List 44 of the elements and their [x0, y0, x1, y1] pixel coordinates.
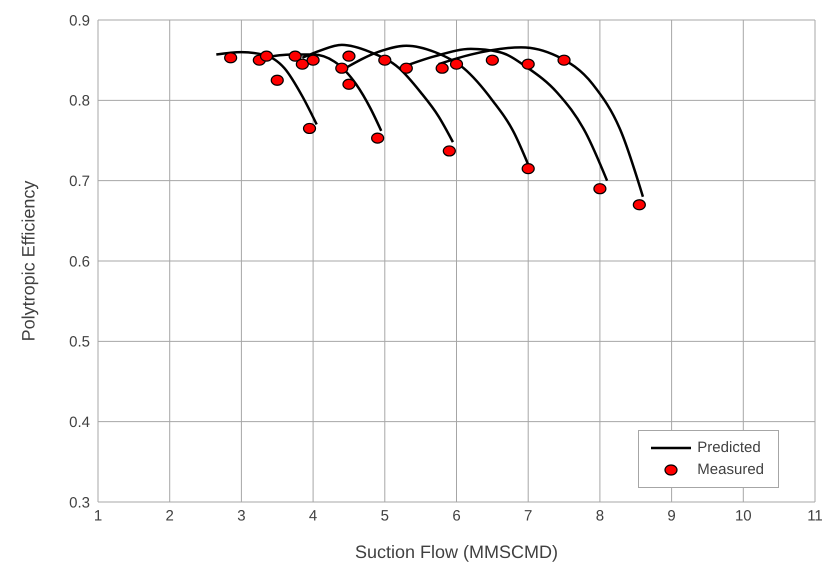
y-tick-label: 0.4 — [69, 414, 90, 431]
y-tick-label: 0.8 — [69, 92, 90, 110]
point — [296, 58, 309, 70]
point — [288, 50, 302, 62]
point — [486, 54, 499, 66]
point — [342, 50, 356, 62]
point — [450, 58, 464, 70]
legend-label: Predicted — [697, 438, 761, 458]
point — [306, 54, 320, 66]
point — [335, 62, 348, 74]
y-tick-label: 0.6 — [69, 253, 90, 270]
x-axis-title: Suction Flow (MMSCMD) — [354, 542, 558, 562]
point — [342, 78, 356, 90]
point — [260, 50, 274, 62]
point — [224, 52, 238, 64]
point — [557, 54, 571, 66]
point — [378, 54, 392, 66]
y-tick-label: 0.3 — [69, 494, 90, 512]
y-tick-label: 0.5 — [69, 334, 90, 351]
point — [270, 74, 284, 86]
point — [371, 132, 384, 144]
x-tick-label: 8 — [596, 508, 604, 525]
x-tick-label: 7 — [524, 508, 532, 525]
point — [593, 183, 606, 194]
x-tick-label: 9 — [667, 508, 676, 525]
legend-label: Measured — [697, 460, 764, 480]
x-tick-label: 11 — [807, 508, 823, 525]
point — [436, 62, 449, 74]
x-tick-label: 10 — [734, 508, 752, 525]
x-tick-label: 6 — [452, 508, 461, 525]
x-tick-label: 4 — [308, 508, 318, 525]
point — [522, 58, 535, 70]
point — [442, 145, 456, 157]
point — [522, 163, 535, 174]
point — [632, 199, 646, 210]
x-tick-label: 1 — [94, 508, 102, 525]
point — [302, 122, 316, 134]
x-tick-label: 3 — [237, 508, 246, 525]
x-tick-label: 5 — [380, 508, 389, 525]
x-tick-label: 2 — [166, 508, 174, 525]
y-axis-title: Polytropic Efficiency — [18, 180, 38, 342]
y-tick-label: 0.9 — [69, 12, 90, 30]
y-tick-label: 0.7 — [69, 172, 90, 190]
point — [400, 62, 413, 74]
